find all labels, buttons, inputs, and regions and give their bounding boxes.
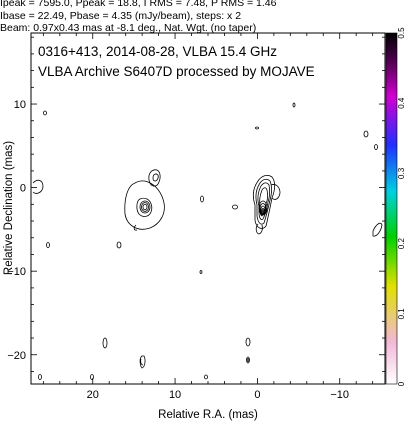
x-axis-label: Relative R.A. (mas): [158, 409, 258, 421]
colorbar-tick-label: 0.2: [397, 237, 406, 249]
core-east-lobe: [270, 184, 281, 200]
chart-subtitle: VLBA Archive S6407D processed by MOJAVE: [38, 64, 315, 79]
plot-frame: [30, 32, 386, 385]
western-lobe-contour-3: [139, 200, 151, 214]
core-contour-1: [252, 174, 276, 229]
small-contour-l: [90, 374, 94, 380]
small-contour-s: [246, 358, 250, 362]
core-contour-4: [259, 187, 269, 217]
small-contour-a: [43, 110, 47, 116]
west-spur: [133, 224, 138, 231]
x-tick-label: 0: [254, 389, 260, 401]
x-tick-label: 20: [87, 389, 99, 401]
small-contour-j: [199, 270, 203, 274]
core-contours: [252, 174, 281, 235]
contour-layer: [32, 102, 383, 380]
upper-blob-contour-2: [152, 173, 159, 182]
small-contour-e: [363, 130, 369, 138]
y-tick-label: −10: [7, 266, 26, 278]
small-contour-c: [292, 102, 296, 108]
x-tick-label: 10: [169, 389, 181, 401]
small-contour-d: [255, 126, 259, 130]
colorbar-tick-label: 0.1: [397, 308, 406, 320]
colorbar-tick-label: 0.5: [397, 27, 406, 39]
western-lobe-contour-2: [136, 197, 153, 217]
colorbar-tick-label: 0.4: [397, 97, 406, 109]
x-tick-label: −10: [330, 389, 349, 401]
small-contour-h: [46, 242, 50, 248]
core-contour-5: [258, 200, 268, 216]
western-lobe-contour-1: [124, 180, 165, 230]
core-tail: [255, 223, 263, 235]
small-contour-r: [246, 356, 250, 364]
y-axis-label: Relative Declination (mas): [3, 141, 15, 275]
colorbar: [385, 32, 398, 385]
header-line-3: Beam: 0.97x0.43 mas at -8.1 deg., Nat. W…: [0, 22, 257, 34]
small-contour-i: [116, 241, 122, 249]
small-contour-t: [232, 204, 238, 210]
small-contour-o: [140, 358, 144, 366]
small-contour-f: [374, 144, 378, 150]
core-contour-2: [255, 178, 272, 225]
core-contour-3: [257, 182, 271, 220]
edge-blob-left: [32, 179, 44, 194]
small-contour-g: [372, 222, 383, 237]
small-contour-b: [200, 195, 204, 203]
core-contour-9: [261, 209, 265, 213]
small-contour-n: [139, 355, 146, 369]
header-line-2: Ibase = 22.49, Pbase = 4.35 (mJy/beam), …: [0, 10, 242, 22]
header-line-1: Ipeak = 7595.0, Ppeak = 18.8, I RMS = 7.…: [0, 0, 277, 9]
small-contour-p: [204, 374, 208, 380]
small-contour-k: [102, 337, 108, 349]
small-contour-m: [38, 374, 42, 380]
chart-title: 0316+413, 2014-08-28, VLBA 15.4 GHz: [38, 44, 277, 59]
core-contour-6: [259, 203, 267, 215]
upper-blob-contour-1: [148, 169, 161, 187]
colorbar-ticks: 0 0.1 0.2 0.3 0.4 0.5: [397, 27, 406, 386]
core-contour-8: [261, 207, 265, 214]
western-lobe-contours: [124, 169, 165, 231]
y-tick-label: 0: [20, 183, 26, 195]
axis-ticks: 20 10 0 −10 10 0 −10 −20: [7, 33, 385, 401]
y-tick-label: 10: [14, 99, 26, 111]
colorbar-tick-label: 0: [397, 381, 406, 386]
colorbar-tick-label: 0.3: [397, 167, 406, 179]
small-contour-q: [245, 337, 251, 347]
y-tick-label: −20: [7, 350, 26, 362]
western-lobe-contour-4: [141, 202, 149, 212]
western-lobe-contour-5: [142, 203, 148, 211]
